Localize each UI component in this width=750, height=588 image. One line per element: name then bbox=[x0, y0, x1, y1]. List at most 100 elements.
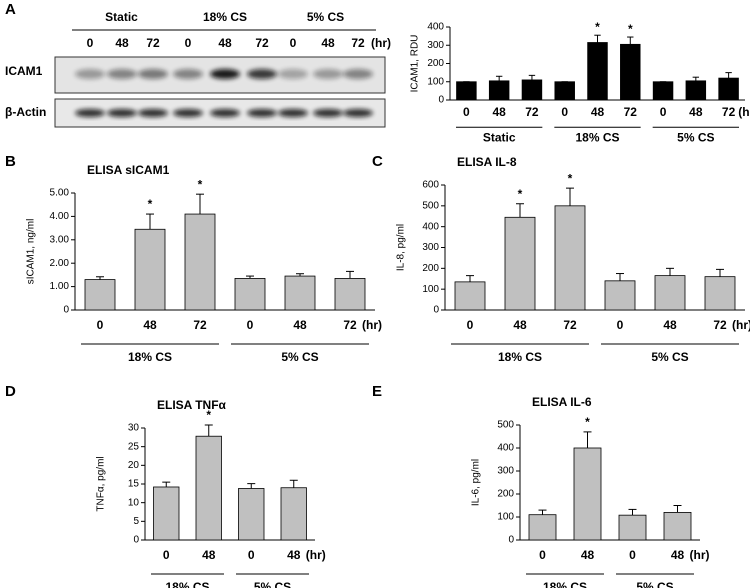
band bbox=[278, 69, 308, 79]
time-label: 48 bbox=[115, 36, 129, 50]
y-tick-label: 2.00 bbox=[50, 258, 70, 269]
group-label: 5% CS bbox=[307, 10, 344, 24]
x-tick-label: 72 bbox=[624, 105, 638, 119]
y-axis-label: IL-8, pg/ml bbox=[396, 224, 407, 271]
significance-star: * bbox=[595, 20, 600, 34]
band bbox=[247, 69, 277, 79]
x-tick-label: 72 bbox=[713, 318, 727, 332]
panel-letter: C bbox=[372, 153, 383, 170]
y-tick-label: 5 bbox=[133, 516, 139, 527]
x-tick-label: 48 bbox=[581, 548, 595, 562]
bar bbox=[620, 43, 641, 101]
x-tick-label: 48 bbox=[202, 548, 216, 562]
y-axis-label: sICAM1, ng/ml bbox=[26, 219, 37, 285]
unit-label: (hr) bbox=[306, 548, 326, 562]
x-tick-label: 72 bbox=[343, 318, 357, 332]
bar bbox=[604, 280, 636, 311]
unit-label: (hr) bbox=[371, 36, 391, 50]
x-tick-label: 0 bbox=[467, 318, 474, 332]
bar bbox=[456, 81, 477, 101]
row-label: ICAM1 bbox=[5, 64, 43, 78]
x-tick-label: 0 bbox=[561, 105, 568, 119]
x-tick-label: 48 bbox=[143, 318, 157, 332]
bar bbox=[134, 228, 166, 311]
bar bbox=[554, 205, 586, 311]
x-tick-label: 48 bbox=[492, 105, 506, 119]
unit-label: (hr) bbox=[732, 318, 750, 332]
bar bbox=[654, 275, 686, 311]
time-label: 0 bbox=[185, 36, 192, 50]
y-tick-label: 0 bbox=[433, 305, 439, 316]
band bbox=[75, 109, 105, 117]
bar bbox=[280, 487, 307, 541]
bar bbox=[284, 275, 316, 311]
group-label: Static bbox=[105, 10, 138, 24]
bar bbox=[652, 81, 674, 101]
band bbox=[343, 69, 373, 79]
band bbox=[210, 69, 240, 79]
x-tick-label: 0 bbox=[248, 548, 255, 562]
y-tick-label: 200 bbox=[422, 263, 439, 274]
group-label: 18% CS bbox=[165, 580, 209, 588]
group-label: 18% CS bbox=[203, 10, 247, 24]
y-tick-label: 200 bbox=[497, 489, 514, 500]
y-tick-label: 400 bbox=[422, 221, 439, 232]
x-tick-label: 48 bbox=[293, 318, 307, 332]
significance-star: * bbox=[628, 22, 633, 36]
bar bbox=[704, 276, 736, 311]
time-label: 0 bbox=[87, 36, 94, 50]
y-tick-label: 300 bbox=[427, 40, 444, 51]
x-tick-label: 48 bbox=[689, 105, 703, 119]
y-tick-label: 0 bbox=[438, 95, 444, 106]
group-label: 18% CS bbox=[498, 350, 542, 364]
bar bbox=[234, 278, 266, 311]
y-tick-label: 10 bbox=[128, 497, 140, 508]
row-label: β-Actin bbox=[5, 105, 46, 119]
x-tick-label: 48 bbox=[513, 318, 527, 332]
bar bbox=[334, 278, 366, 311]
y-tick-label: 300 bbox=[497, 466, 514, 477]
bar bbox=[685, 80, 707, 101]
x-tick-label: 48 bbox=[671, 548, 685, 562]
bar bbox=[488, 80, 510, 101]
bar bbox=[587, 42, 608, 101]
group-label: 18% CS bbox=[128, 350, 172, 364]
band bbox=[343, 109, 373, 117]
y-tick-label: 4.00 bbox=[50, 211, 70, 222]
y-tick-label: 5.00 bbox=[50, 188, 70, 199]
x-tick-label: 0 bbox=[617, 318, 624, 332]
x-tick-label: 48 bbox=[591, 105, 605, 119]
band bbox=[138, 69, 168, 79]
unit-label: (hr) bbox=[362, 318, 382, 332]
group-label: 18% CS bbox=[575, 131, 619, 145]
bar bbox=[84, 279, 116, 311]
y-tick-label: 0 bbox=[63, 305, 69, 316]
band bbox=[247, 109, 277, 117]
bar bbox=[663, 512, 692, 541]
time-label: 48 bbox=[218, 36, 232, 50]
y-tick-label: 100 bbox=[427, 76, 444, 87]
bar bbox=[573, 447, 602, 541]
bar bbox=[718, 77, 739, 101]
panel-letter: A bbox=[5, 1, 16, 18]
x-tick-label: 72 bbox=[193, 318, 207, 332]
x-tick-label: 72 bbox=[563, 318, 577, 332]
x-tick-label: 48 bbox=[287, 548, 301, 562]
x-tick-label: 72 bbox=[525, 105, 539, 119]
x-tick-label: 0 bbox=[463, 105, 470, 119]
x-tick-label: 72 bbox=[722, 105, 736, 119]
x-tick-label: 0 bbox=[97, 318, 104, 332]
y-tick-label: 500 bbox=[497, 420, 514, 431]
band bbox=[173, 69, 203, 79]
group-label: 5% CS bbox=[636, 580, 673, 588]
group-label: 5% CS bbox=[281, 350, 318, 364]
time-label: 0 bbox=[290, 36, 297, 50]
x-tick-label: 0 bbox=[660, 105, 667, 119]
bar bbox=[153, 486, 180, 541]
significance-star: * bbox=[206, 408, 211, 422]
y-tick-label: 15 bbox=[128, 479, 140, 490]
y-tick-label: 100 bbox=[422, 284, 439, 295]
group-label: 5% CS bbox=[677, 131, 714, 145]
band bbox=[313, 69, 343, 79]
